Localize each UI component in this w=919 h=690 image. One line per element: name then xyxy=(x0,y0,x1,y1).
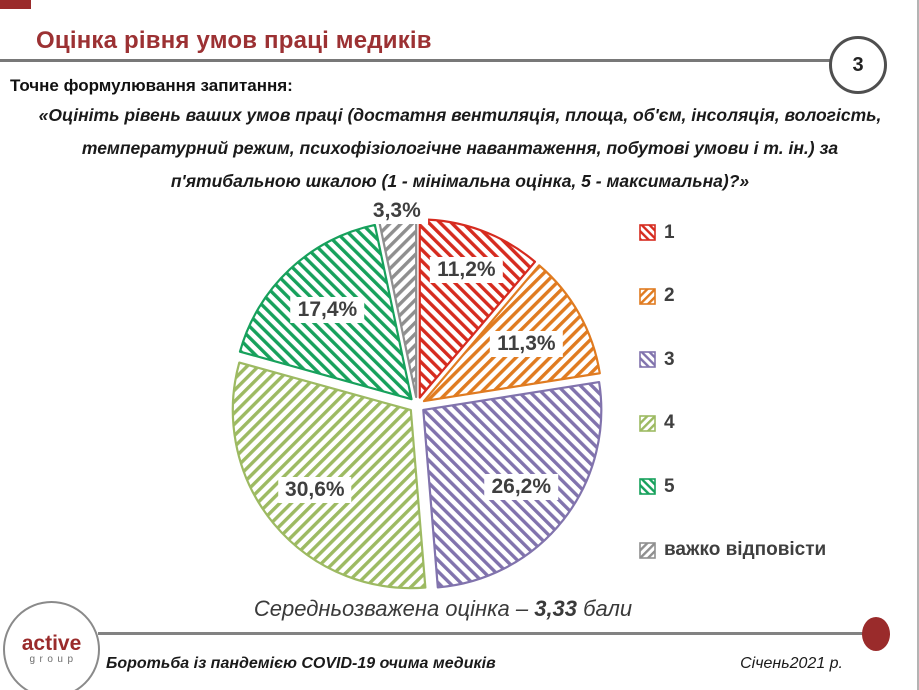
slice-value-label: 3,3% xyxy=(365,198,428,225)
footer-divider xyxy=(98,632,866,635)
legend-label: важко відповісти xyxy=(664,539,827,561)
legend-label: 2 xyxy=(664,285,675,307)
legend-label: 1 xyxy=(664,221,675,243)
legend-swatch-icon xyxy=(639,351,656,369)
summary-value: 3,33 xyxy=(534,596,578,621)
title-divider xyxy=(0,59,833,62)
page-number-badge: 3 xyxy=(829,36,887,94)
legend-label: 4 xyxy=(664,412,675,434)
legend-item: важко відповісти xyxy=(639,519,826,583)
slice-value-label: 26,2% xyxy=(484,473,559,500)
legend-swatch-icon xyxy=(639,224,656,242)
active-group-logo: active group xyxy=(3,601,100,690)
pie-slice-1 xyxy=(418,218,537,399)
page-title: Оцінка рівня умов праці медиків xyxy=(36,27,432,54)
logo-text-group: group xyxy=(29,653,78,665)
legend-swatch-icon xyxy=(639,541,656,559)
legend-item: 5 xyxy=(639,455,826,519)
footer-date: Січень2021 р. xyxy=(740,655,843,672)
question-line: температурний режим, психофізіологічне н… xyxy=(81,138,839,158)
legend-swatch-icon xyxy=(639,414,656,432)
pie-slice-6 xyxy=(378,217,418,399)
slice-value-label: 11,3% xyxy=(490,330,563,357)
slice-value-label: 11,2% xyxy=(430,257,503,284)
legend-item: 2 xyxy=(639,265,826,329)
question-line: «Оцініть рівень ваших умов праці (достат… xyxy=(38,105,882,125)
summary-suffix: бали xyxy=(577,596,633,621)
logo-text-active: active xyxy=(21,631,82,655)
slice-value-label: 30,6% xyxy=(278,476,352,503)
pie-slice-4 xyxy=(231,361,427,590)
summary-line: Середньозважена оцінка – 3,33 бали xyxy=(0,596,886,622)
slice-value-label: 17,4% xyxy=(290,296,365,323)
legend-swatch-icon xyxy=(639,287,656,305)
page-number: 3 xyxy=(852,53,864,76)
legend-item: 4 xyxy=(639,392,826,456)
legend-label: 5 xyxy=(664,475,675,497)
legend-label: 3 xyxy=(664,348,675,370)
question-text: «Оцініть рівень ваших умов праці (достат… xyxy=(30,99,890,198)
question-label: Точне формулювання запитання: xyxy=(10,76,293,95)
legend-swatch-icon xyxy=(639,478,656,496)
chart-legend: 1 2 3 4 5 важко відповісти xyxy=(639,201,826,582)
legend-item: 3 xyxy=(639,328,826,392)
top-left-accent-bar xyxy=(0,0,31,9)
question-line: п'ятибальною шкалою (1 - мінімальна оцін… xyxy=(170,171,750,191)
footer-red-dot xyxy=(862,617,890,651)
summary-prefix: Середньозважена оцінка – xyxy=(253,596,535,621)
footer-report-title: Боротьба із пандемією COVID-19 очима мед… xyxy=(106,655,496,672)
legend-item: 1 xyxy=(639,201,826,265)
